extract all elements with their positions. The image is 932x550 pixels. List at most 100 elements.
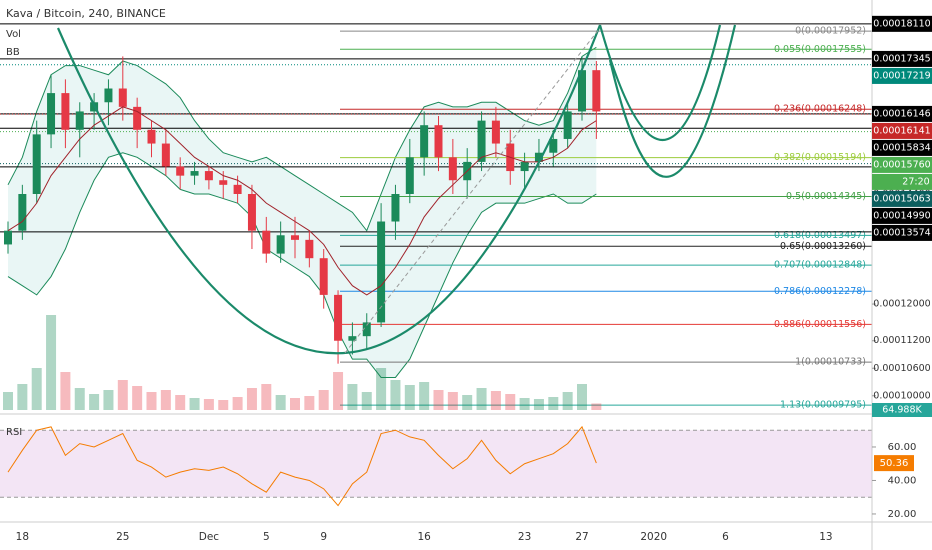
handle-curve [608, 24, 737, 178]
rsi-band-fill [0, 430, 872, 498]
volume-bar [318, 390, 329, 410]
volume-bar [447, 392, 458, 410]
candle-body [61, 93, 70, 130]
bb-basis [7, 106, 597, 296]
x-tick-label: 27 [575, 531, 588, 543]
y-tick-label: 0.00010000 [873, 390, 930, 401]
candle-body [133, 106, 142, 130]
candle-body [4, 230, 12, 245]
candle-body [391, 193, 400, 222]
candle-body [348, 336, 357, 341]
price-box-label: 0.00015834 [873, 142, 930, 153]
price-box-label: 0.00018110 [873, 18, 930, 29]
volume-bar [376, 368, 387, 410]
volume-bar [74, 388, 85, 410]
candle-body [491, 120, 500, 144]
candle-body [47, 93, 56, 135]
price-box [872, 190, 932, 207]
candle-body [118, 88, 127, 107]
volume-bar [261, 384, 272, 410]
price-box-label: 0.00013574 [873, 227, 930, 238]
fib-label: 0.886(0.00011556) [774, 319, 866, 330]
candle-body [276, 235, 285, 254]
candle-body [147, 129, 156, 144]
fib-label: 0.382(0.00015194) [774, 152, 866, 163]
candle-body [520, 161, 529, 172]
volume-bar [577, 384, 587, 410]
countdown-box [872, 173, 932, 190]
y-tick-label: 0.00011200 [873, 335, 930, 346]
candle-body [32, 134, 41, 194]
volume-title: Vol [6, 29, 21, 40]
x-tick-label: 25 [116, 531, 129, 543]
candle-body [420, 125, 429, 158]
volume-bar [146, 392, 157, 410]
price-box [872, 105, 932, 122]
price-box [872, 207, 932, 224]
candle-body [362, 322, 371, 337]
price-box-label: 0.00016146 [873, 108, 930, 119]
rsi-last-label: 50.36 [880, 458, 909, 469]
candle-body [578, 70, 586, 112]
x-tick-label: 16 [417, 531, 431, 543]
bb-lower [7, 152, 597, 378]
fib-label: 1.13(0.00009795) [780, 400, 866, 411]
bb-title: BB [6, 47, 20, 58]
volume-bar [361, 392, 372, 410]
volume-bar [433, 390, 444, 410]
candle-body [204, 171, 213, 181]
volume-last-label: 64.988K [882, 405, 922, 416]
fib-label: 0.236(0.00016248) [774, 104, 866, 115]
candle-body [190, 171, 199, 176]
cup-curve [56, 24, 602, 355]
candle-body [18, 193, 27, 231]
price-box-label: 0.00014990 [873, 210, 930, 221]
price-box-label: 0.00017219 [873, 70, 930, 81]
x-tick-label: 18 [16, 531, 29, 543]
price-box-label: 0.00015063 [873, 193, 930, 204]
volume-bar [89, 394, 100, 410]
candle-body [434, 125, 443, 158]
rsi-tick-label: 20.00 [888, 509, 917, 520]
volume-bar [46, 315, 57, 410]
x-tick-label: 9 [320, 531, 327, 543]
volume-bar [304, 396, 315, 410]
candle-body [176, 166, 185, 176]
volume-bar [246, 388, 257, 410]
candle-body [563, 111, 572, 139]
volume-bar [419, 382, 430, 410]
price-box [872, 67, 932, 84]
volume-bar [232, 397, 243, 410]
fib-label: 1(0.00010733) [795, 357, 866, 368]
trend-line [344, 27, 601, 354]
candle-body [448, 157, 457, 181]
fib-label: 0.65(0.00013260) [780, 241, 866, 252]
volume-bar [132, 386, 143, 410]
x-tick-label: 23 [518, 531, 531, 543]
countdown-label: 27:20 [902, 176, 929, 187]
candle-body [75, 111, 84, 130]
volume-bar [519, 398, 530, 410]
volume-bar [562, 392, 573, 410]
price-box-label: 0.00017345 [873, 53, 930, 64]
x-tick-label: 6 [722, 531, 729, 543]
handle-curve [598, 24, 722, 141]
x-tick-label: 13 [819, 531, 832, 543]
price-box [872, 122, 932, 139]
chart-title: Kava / Bitcoin, 240, BINANCE [6, 7, 166, 20]
volume-bar [462, 395, 473, 410]
candle-body [377, 221, 386, 323]
rsi-tick-label: 60.00 [888, 442, 917, 453]
rsi-line [7, 425, 597, 507]
fib-label: 0.618(0.00013497) [774, 230, 866, 241]
rsi-title: RSI [6, 427, 22, 438]
candle-body [592, 70, 601, 112]
rsi-tick-label: 40.00 [888, 475, 917, 486]
candle-body [262, 230, 271, 254]
volume-bar [160, 390, 171, 410]
volume-bar [203, 399, 214, 410]
volume-bar [591, 403, 602, 410]
volume-bar [275, 395, 286, 410]
candle-body [247, 193, 256, 231]
